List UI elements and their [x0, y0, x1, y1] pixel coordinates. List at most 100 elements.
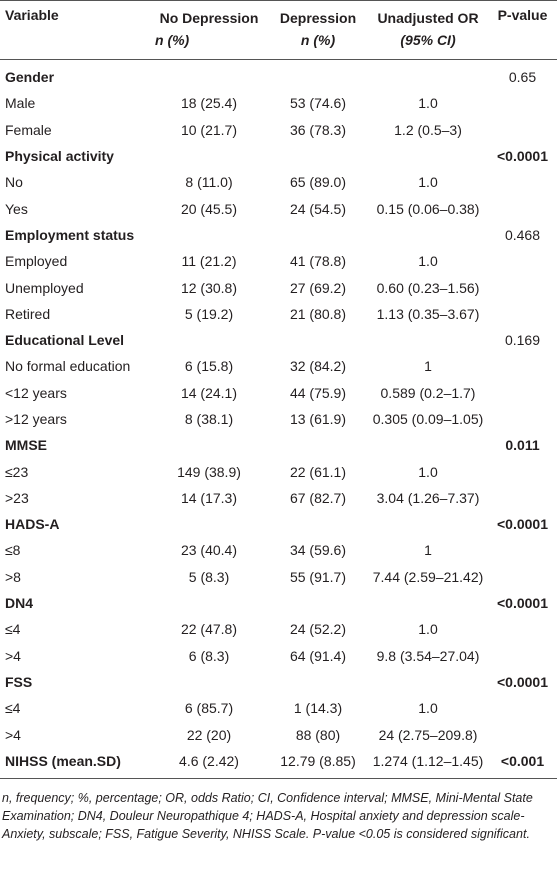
cell: 6 (85.7): [184, 700, 234, 717]
p-value: <0.0001: [497, 148, 548, 165]
p-value: 0.468: [504, 226, 541, 243]
cell: 20 (45.5): [180, 200, 238, 217]
cell: 24 (2.75–209.8): [378, 726, 478, 743]
empty-cell: [488, 564, 557, 590]
data-row: Female 10 (21.7) 36 (78.3) 1.2 (0.5–3): [0, 117, 557, 143]
data-row: ≤4 6 (85.7) 1 (14.3) 1.0: [0, 695, 557, 721]
group-label: Employment status: [5, 226, 135, 243]
group-row: FSS <0.0001: [0, 669, 557, 695]
empty-cell: [488, 195, 557, 221]
empty-cell: [488, 117, 557, 143]
group-label: DN4: [5, 595, 34, 612]
cell: 1 (14.3): [293, 700, 343, 717]
row-label: ≤8: [5, 542, 21, 559]
row-label: Employed: [5, 253, 68, 270]
cell: 6 (15.8): [184, 358, 234, 375]
data-row: Employed 11 (21.2) 41 (78.8) 1.0: [0, 248, 557, 274]
group-label: HADS-A: [5, 516, 60, 533]
data-row: >12 years 8 (38.1) 13 (61.9) 0.305 (0.09–1.…: [0, 406, 557, 432]
cell: 12.79 (8.85): [268, 747, 368, 780]
cell: 1.13 (0.35–3.67): [376, 305, 480, 322]
empty-cell: [268, 669, 368, 695]
cell: 23 (40.4): [180, 542, 238, 559]
cell: 0.305 (0.09–1.05): [372, 411, 484, 427]
data-row: Unemployed 12 (30.8) 27 (69.2) 0.60 (0.23–1…: [0, 274, 557, 300]
cell: 22 (20): [186, 726, 232, 743]
empty-cell: [368, 669, 488, 695]
empty-cell: [268, 590, 368, 616]
cell: 5 (8.3): [188, 568, 230, 585]
group-row: MMSE 0.011: [0, 432, 557, 458]
empty-cell: [488, 274, 557, 300]
group-row: DN4 <0.0001: [0, 590, 557, 616]
row-label: ≤4: [5, 700, 21, 717]
row-label: >4: [5, 726, 21, 743]
data-table: Variable No Depression Depression Unadjuste…: [0, 0, 557, 780]
cell: 24 (52.2): [289, 621, 347, 638]
cell: 10 (21.7): [180, 121, 238, 138]
row-label: No: [5, 174, 23, 191]
cell: 1.0: [418, 700, 438, 717]
cell: 65 (89.0): [289, 174, 347, 191]
data-row: <12 years 14 (24.1) 44 (75.9) 0.589 (0.2–1.…: [0, 380, 557, 406]
cell: 149 (38.9): [177, 463, 241, 480]
empty-cell: [268, 222, 368, 248]
data-row: Yes 20 (45.5) 24 (54.5) 0.15 (0.06–0.38): [0, 195, 557, 221]
p-value: <0.0001: [497, 673, 548, 690]
cell: 9.8 (3.54–27.04): [376, 647, 480, 664]
cell: 64 (91.4): [289, 647, 347, 664]
empty-cell: [488, 301, 557, 327]
empty-cell: [488, 353, 557, 379]
cell: 1.0: [418, 253, 438, 270]
cell: 1.0: [418, 621, 438, 638]
data-row: ≤23 149 (38.9) 22 (61.1) 1.0: [0, 458, 557, 484]
data-row: No formal education 6 (15.8) 32 (84.2) 1: [0, 353, 557, 379]
cell: 3.04 (1.26–7.37): [376, 489, 480, 506]
row-label: Yes: [5, 200, 28, 217]
group-row: Educational Level 0.169: [0, 327, 557, 353]
empty-cell: [488, 695, 557, 721]
empty-cell: [150, 143, 268, 169]
empty-cell: [368, 222, 488, 248]
cell: 1.0: [418, 95, 438, 112]
row-label: ≤4: [5, 621, 21, 638]
empty-cell: [488, 90, 557, 116]
row-label: Female: [5, 121, 52, 138]
p-value: 0.65: [508, 69, 537, 86]
cell: 1: [424, 358, 432, 375]
row-label: No formal education: [5, 358, 131, 375]
empty-cell: [268, 511, 368, 537]
cell: 24 (54.5): [289, 200, 347, 217]
cell: 1: [424, 542, 432, 559]
group-label: MMSE: [5, 437, 47, 454]
row-label: ≤23: [5, 463, 29, 480]
row-label: NIHSS (mean.SD): [0, 747, 150, 780]
cell: 8 (11.0): [185, 174, 233, 191]
empty-cell: [488, 406, 557, 432]
empty-cell: [488, 380, 557, 406]
cell: 0.60 (0.23–1.56): [376, 279, 480, 296]
cell: 14 (17.3): [180, 489, 238, 506]
data-row: Retired 5 (19.2) 21 (80.8) 1.13 (0.35–3.67): [0, 301, 557, 327]
row-label: Male: [5, 95, 36, 112]
cell: 44 (75.9): [289, 384, 347, 401]
empty-cell: [150, 432, 268, 458]
empty-cell: [368, 327, 488, 353]
table-header: Variable No Depression Depression Unadjuste…: [0, 0, 557, 60]
header-cell: (95% CI): [368, 29, 488, 60]
header-cell: Variable: [0, 0, 150, 60]
group-row: Physical activity <0.0001: [0, 143, 557, 169]
cell: 22 (47.8): [180, 621, 238, 638]
empty-cell: [150, 669, 268, 695]
group-row: Gender 0.65: [0, 60, 557, 91]
p-value: 0.169: [504, 332, 541, 349]
row-label: >23: [5, 489, 29, 506]
empty-cell: [268, 432, 368, 458]
header-cell: Unadjusted OR: [377, 10, 479, 26]
empty-cell: [488, 248, 557, 274]
cell: 5 (19.2): [184, 305, 234, 322]
row-label: <12 years: [5, 384, 67, 401]
data-row: >4 22 (20) 88 (80) 24 (2.75–209.8): [0, 721, 557, 747]
cell: 0.15 (0.06–0.38): [376, 200, 480, 217]
cell: 27 (69.2): [289, 279, 347, 296]
